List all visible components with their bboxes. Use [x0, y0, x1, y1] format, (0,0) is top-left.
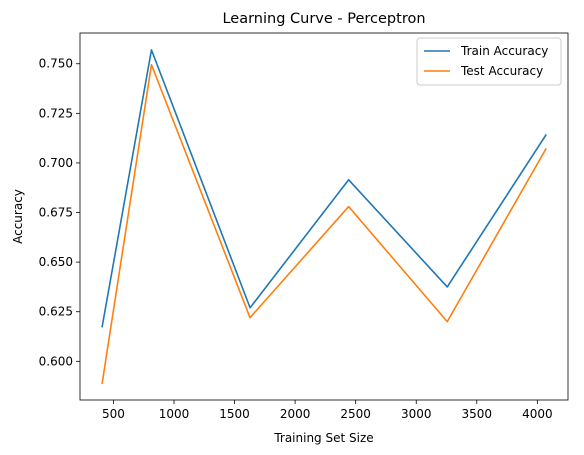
- legend-label: Train Accuracy: [460, 44, 548, 58]
- y-tick-label: 0.625: [39, 305, 73, 319]
- legend: Train Accuracy Test Accuracy: [416, 37, 562, 86]
- y-tick-label: 0.700: [39, 156, 73, 170]
- series-line-test-accuracy: [101, 63, 547, 385]
- x-tick-label: 1000: [159, 407, 190, 421]
- y-tick-label: 0.650: [39, 255, 73, 269]
- y-axis-label: Accuracy: [11, 189, 25, 244]
- x-tick-label: 2500: [340, 407, 371, 421]
- y-axis: 0.600 0.625 0.650 0.675 0.700 0.725 0.750: [39, 57, 80, 368]
- series-line-train-accuracy: [101, 49, 547, 328]
- x-tick-label: 3000: [401, 407, 432, 421]
- x-tick-label: 4000: [522, 407, 553, 421]
- x-tick-label: 3500: [462, 407, 493, 421]
- chart-title: Learning Curve - Perceptron: [222, 11, 425, 27]
- x-axis: 500 1000 1500 2000 2500 3000 3500 4000: [102, 400, 553, 421]
- x-axis-label: Training Set Size: [273, 431, 373, 445]
- legend-label: Test Accuracy: [460, 64, 543, 78]
- y-tick-label: 0.725: [39, 106, 73, 120]
- series-layer: [101, 49, 547, 385]
- y-tick-label: 0.600: [39, 354, 73, 368]
- legend-box: [416, 37, 562, 86]
- x-tick-label: 2000: [280, 407, 311, 421]
- y-tick-label: 0.675: [39, 206, 73, 220]
- x-tick-label: 1500: [219, 407, 250, 421]
- y-tick-label: 0.750: [39, 57, 73, 71]
- x-tick-label: 500: [102, 407, 125, 421]
- axes-frame: [79, 32, 569, 401]
